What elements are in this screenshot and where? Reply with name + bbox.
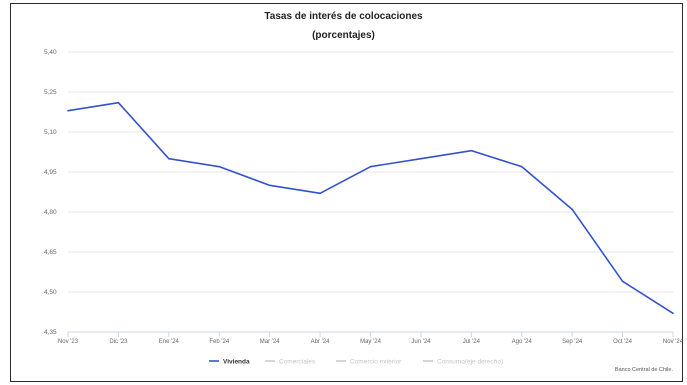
data-point — [117, 101, 120, 104]
x-tick-label: May '24 — [360, 339, 381, 345]
legend-label: Vivienda — [223, 358, 250, 365]
chart-credit: Banco Central de Chile. — [614, 367, 673, 373]
chart-frame — [10, 3, 683, 382]
legend-label: Comerciales — [279, 358, 316, 365]
data-point — [268, 184, 271, 187]
y-tick-label: 4,95 — [44, 169, 57, 176]
data-point — [67, 109, 69, 112]
x-tick-label: Oct '24 — [613, 339, 632, 345]
chart-title: Tasas de interés de colocaciones — [264, 11, 423, 22]
y-tick-label: 4,65 — [44, 249, 57, 256]
y-tick-label: 4,35 — [44, 329, 57, 336]
legend-label: Comercio exterior — [350, 358, 402, 365]
y-tick-label: 4,80 — [44, 209, 57, 216]
legend-item[interactable]: Comerciales — [265, 358, 316, 365]
data-point — [218, 165, 221, 168]
x-tick-label: Jul '24 — [463, 339, 481, 345]
legend-item[interactable]: Vivienda — [209, 358, 250, 365]
data-point — [520, 165, 523, 168]
x-tick-label: Mar '24 — [260, 339, 280, 345]
x-tick-label: Sep '24 — [562, 339, 583, 345]
data-point — [621, 280, 624, 283]
x-tick-label: Feb '24 — [209, 339, 229, 345]
legend-item[interactable]: Comercio exterior — [336, 358, 402, 365]
x-tick-label: Abr '24 — [311, 339, 330, 345]
chart-subtitle: (porcentajes) — [312, 30, 375, 41]
x-tick-label: Dic '23 — [109, 339, 128, 345]
series-line-vivienda — [67, 101, 674, 315]
data-point — [571, 208, 573, 211]
x-tick-label: Nov '24 — [663, 339, 684, 345]
y-tick-label: 5,25 — [44, 89, 57, 96]
y-tick-label: 5,10 — [44, 129, 57, 136]
x-tick-label: Ago '24 — [512, 339, 533, 345]
legend-item[interactable]: Consumo(eje derecho) — [423, 358, 503, 365]
data-point — [369, 165, 372, 168]
y-tick-label: 4,50 — [44, 289, 57, 296]
data-point — [672, 312, 674, 315]
y-tick-label: 5,40 — [44, 49, 57, 56]
data-point — [168, 157, 170, 160]
data-point — [420, 157, 422, 160]
x-tick-label: Ene '24 — [159, 339, 180, 345]
x-tick-label: Jun '24 — [411, 339, 431, 345]
legend-label: Consumo(eje derecho) — [437, 358, 503, 365]
x-tick-label: Nov '23 — [58, 339, 79, 345]
data-point — [319, 192, 321, 195]
data-point — [470, 149, 473, 152]
